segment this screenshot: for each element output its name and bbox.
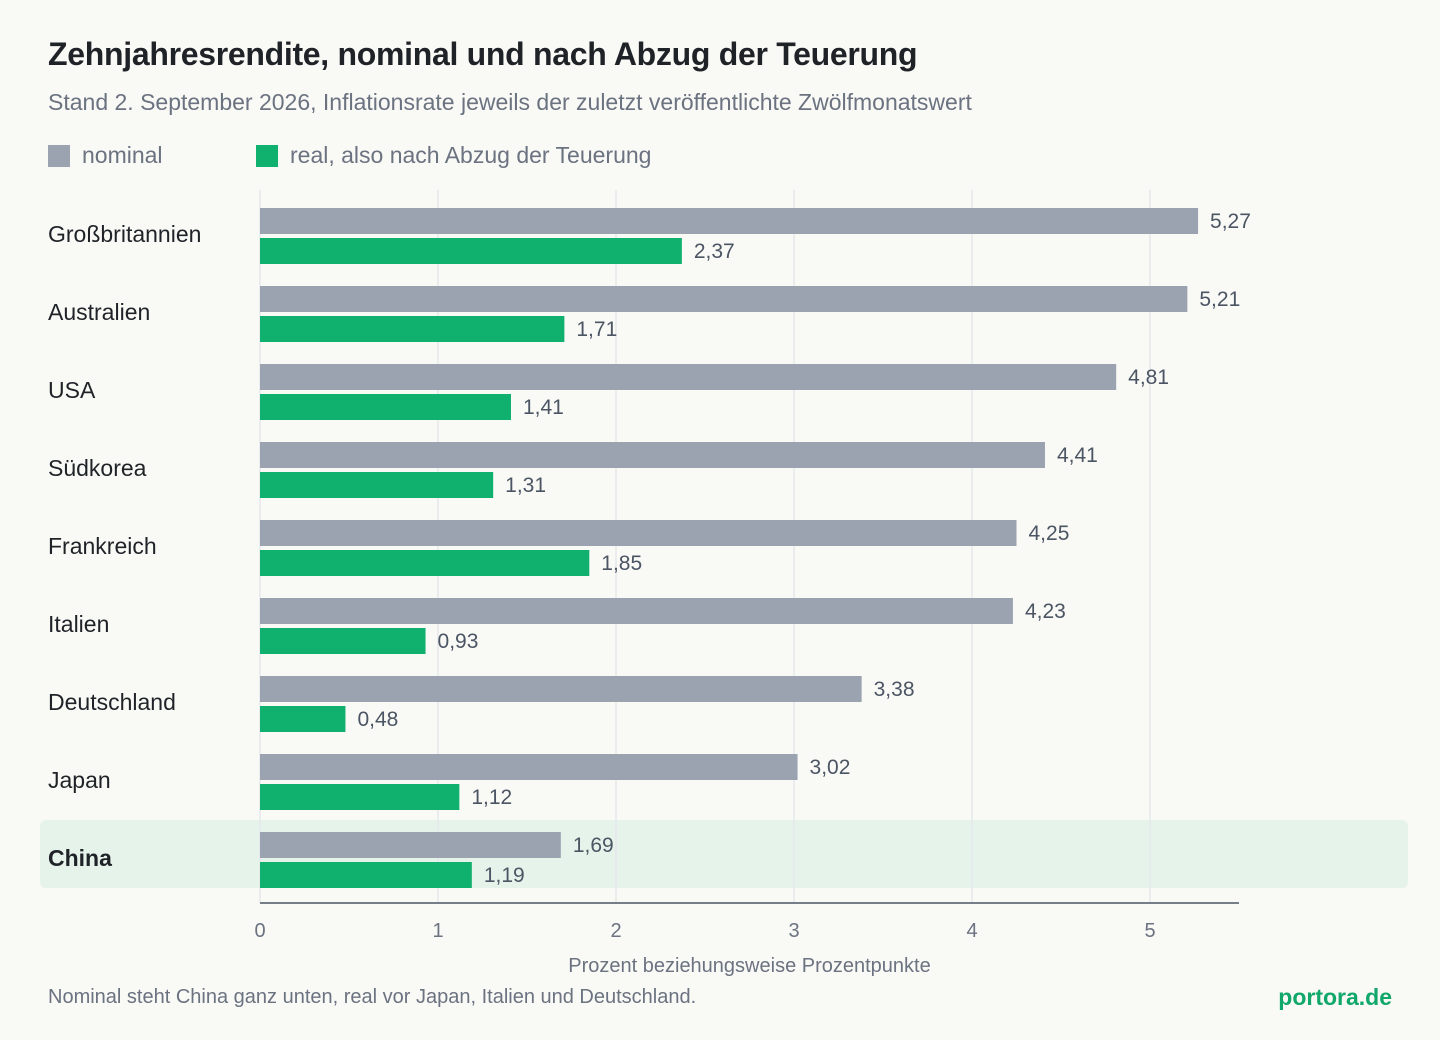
legend-label-nominal: nominal <box>82 142 163 168</box>
legend-swatch-nominal <box>48 144 70 167</box>
legend-item-real: real, also nach Abzug der Teuerung <box>256 142 651 169</box>
value-label-real-8: 1,19 <box>484 864 525 887</box>
x-tick-label-1: 1 <box>432 920 443 942</box>
legend-label-real: real, also nach Abzug der Teuerung <box>290 142 652 168</box>
value-label-nominal-3: 4,41 <box>1057 444 1098 467</box>
category-label-2: USA <box>48 377 96 403</box>
bar-real-4 <box>260 550 590 576</box>
bar-nominal-6 <box>260 676 862 702</box>
bar-real-0 <box>260 238 682 264</box>
x-tick-label-2: 2 <box>610 920 621 942</box>
x-axis-label: Prozent beziehungsweise Prozentpunkte <box>568 955 930 977</box>
category-label-6: Deutschland <box>48 689 176 715</box>
bar-nominal-8 <box>260 832 561 858</box>
value-label-nominal-2: 4,81 <box>1128 366 1169 389</box>
x-tick-label-4: 4 <box>966 920 977 942</box>
footnote: Nominal steht China ganz unten, real vor… <box>48 986 697 1008</box>
value-label-nominal-7: 3,02 <box>810 756 851 779</box>
chart-subtitle: Stand 2. September 2026, Inflationsrate … <box>48 89 972 115</box>
legend-swatch-real <box>256 144 278 167</box>
value-label-real-1: 1,71 <box>576 318 617 341</box>
bar-nominal-3 <box>260 442 1045 468</box>
value-label-nominal-0: 5,27 <box>1210 210 1251 233</box>
category-label-4: Frankreich <box>48 533 157 559</box>
value-label-real-7: 1,12 <box>471 786 512 809</box>
x-tick-label-3: 3 <box>788 920 799 942</box>
value-label-real-3: 1,31 <box>505 474 546 497</box>
category-label-1: Australien <box>48 299 150 325</box>
value-label-real-6: 0,48 <box>357 708 398 731</box>
chart-title: Zehnjahresrendite, nominal und nach Abzu… <box>48 36 918 72</box>
x-tick-label-0: 0 <box>254 920 265 942</box>
x-tick-label-5: 5 <box>1144 920 1155 942</box>
value-label-nominal-4: 4,25 <box>1029 522 1070 545</box>
bar-nominal-2 <box>260 364 1117 390</box>
category-label-8: China <box>48 845 112 871</box>
value-label-nominal-8: 1,69 <box>573 834 614 857</box>
bar-real-5 <box>260 628 426 654</box>
highlight-row-8 <box>40 820 1408 888</box>
legend-item-nominal: nominal <box>48 142 163 169</box>
bar-nominal-5 <box>260 598 1013 624</box>
category-label-0: Großbritannien <box>48 221 201 247</box>
value-label-real-2: 1,41 <box>523 396 564 419</box>
category-label-5: Italien <box>48 611 109 637</box>
bar-nominal-4 <box>260 520 1017 546</box>
bar-real-2 <box>260 394 511 420</box>
value-label-nominal-5: 4,23 <box>1025 600 1066 623</box>
value-label-real-5: 0,93 <box>438 630 479 653</box>
bar-real-6 <box>260 706 346 732</box>
bar-nominal-1 <box>260 286 1188 312</box>
value-label-real-4: 1,85 <box>601 552 642 575</box>
bar-nominal-7 <box>260 754 798 780</box>
bar-nominal-0 <box>260 208 1199 234</box>
category-label-7: Japan <box>48 767 111 793</box>
value-label-nominal-1: 5,21 <box>1199 288 1240 311</box>
category-label-3: Südkorea <box>48 455 147 481</box>
value-label-nominal-6: 3,38 <box>874 678 915 701</box>
brand-logo-text: portora.de <box>1278 984 1392 1010</box>
value-label-real-0: 2,37 <box>694 240 735 263</box>
bar-real-1 <box>260 316 565 342</box>
bar-real-8 <box>260 862 472 888</box>
bar-real-7 <box>260 784 460 810</box>
bar-real-3 <box>260 472 494 498</box>
